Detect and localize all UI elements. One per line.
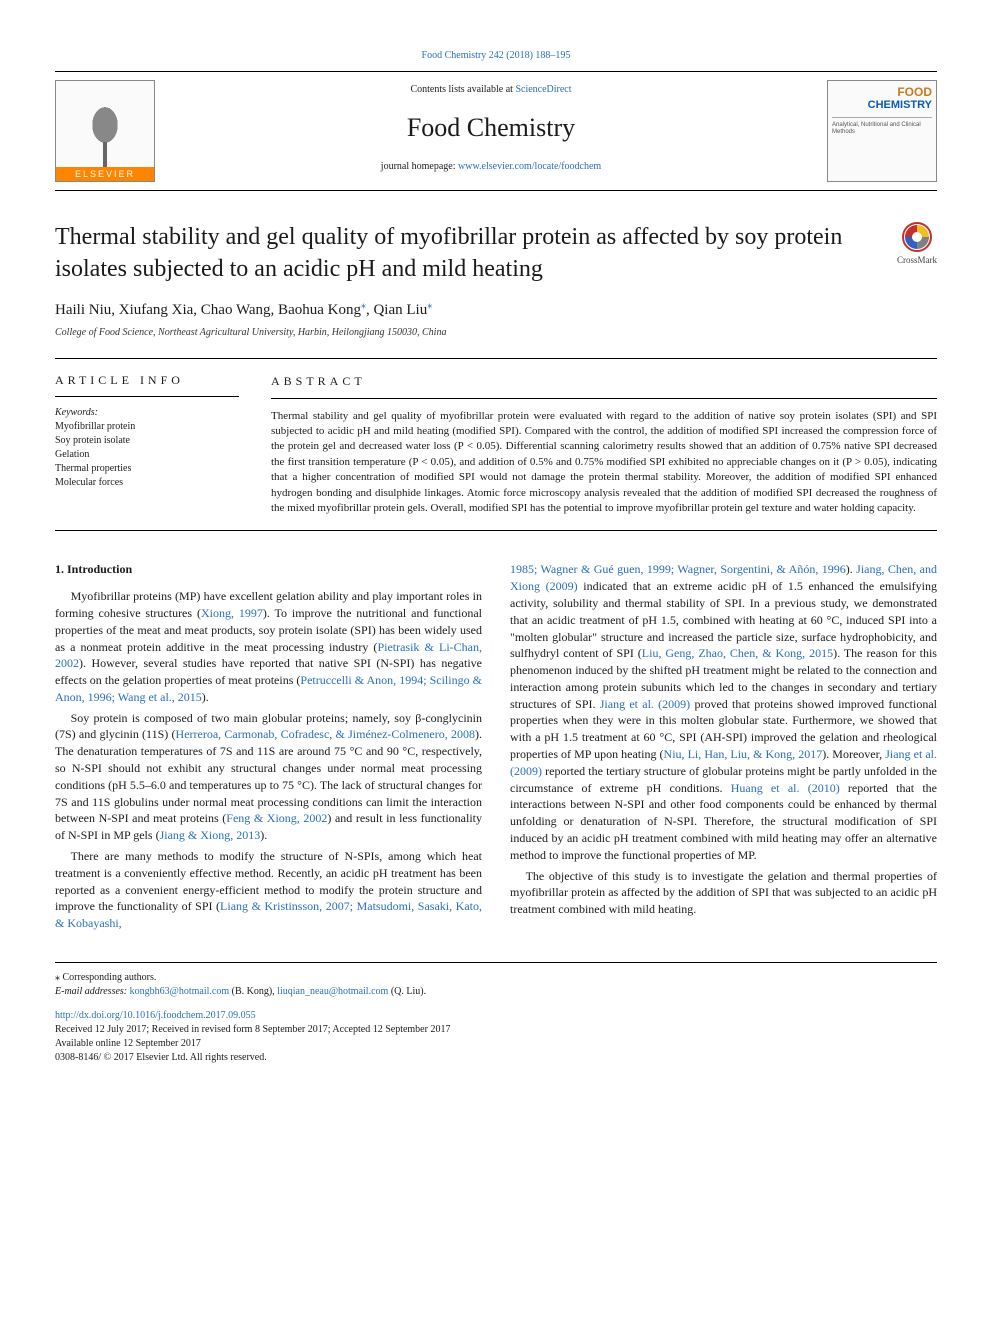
journal-homepage-link[interactable]: www.elsevier.com/locate/foodchem xyxy=(458,161,601,172)
body-text: ). xyxy=(202,690,209,704)
citation-link[interactable]: 1985; Wagner & Gué guen, 1999; Wagner, S… xyxy=(510,562,846,576)
paragraph: Myofibrillar proteins (MP) have excellen… xyxy=(55,588,482,706)
keywords-label: Keywords: xyxy=(55,407,239,418)
article-info-heading: ARTICLE INFO xyxy=(55,373,239,397)
keyword: Gelation xyxy=(55,448,239,462)
keyword: Thermal properties xyxy=(55,462,239,476)
journal-homepage-line: journal homepage: www.elsevier.com/locat… xyxy=(155,161,827,172)
citation-link[interactable]: Feng & Xiong, 2002 xyxy=(226,811,327,825)
citation-link[interactable]: Xiong, 1997 xyxy=(201,606,263,620)
citation-link[interactable]: Liu, Geng, Zhao, Chen, & Kong, 2015 xyxy=(642,646,833,660)
body-text: ). xyxy=(846,562,856,576)
contents-prefix: Contents lists available at xyxy=(410,84,515,95)
body-right-column: 1985; Wagner & Gué guen, 1999; Wagner, S… xyxy=(510,561,937,936)
cover-subtitle: Analytical, Nutritional and Clinical Met… xyxy=(832,117,932,136)
email-name-2: (Q. Liu). xyxy=(388,986,426,997)
elsevier-logo: ELSEVIER xyxy=(55,80,155,182)
keyword: Soy protein isolate xyxy=(55,434,239,448)
email-name-1: (B. Kong), xyxy=(229,986,277,997)
email-label: E-mail addresses: xyxy=(55,986,130,997)
article-info-column: ARTICLE INFO Keywords: Myofibrillar prot… xyxy=(55,359,255,531)
body-text: The objective of this study is to invest… xyxy=(510,869,937,917)
journal-cover-thumb: FOOD CHEMISTRY Analytical, Nutritional a… xyxy=(827,80,937,182)
keyword: Myofibrillar protein xyxy=(55,420,239,434)
body-left-column: 1. Introduction Myofibrillar proteins (M… xyxy=(55,561,482,936)
journal-name: Food Chemistry xyxy=(155,113,827,143)
copyright-line: 0308-8146/ © 2017 Elsevier Ltd. All righ… xyxy=(55,1051,937,1065)
paragraph: The objective of this study is to invest… xyxy=(510,868,937,918)
affiliation: College of Food Science, Northeast Agric… xyxy=(55,327,937,338)
authors-part2: , Qian Liu xyxy=(366,302,427,318)
available-line: Available online 12 September 2017 xyxy=(55,1037,937,1051)
abstract-column: ABSTRACT Thermal stability and gel quali… xyxy=(255,359,937,531)
cover-food-word: FOOD xyxy=(832,85,932,99)
citation-link[interactable]: Jiang & Xiong, 2013 xyxy=(160,828,261,842)
crossmark-icon xyxy=(901,221,933,253)
paragraph: There are many methods to modify the str… xyxy=(55,848,482,932)
crossmark-badge[interactable]: CrossMark xyxy=(897,221,937,265)
page-citation: Food Chemistry 242 (2018) 188–195 xyxy=(55,50,937,61)
doi-link[interactable]: http://dx.doi.org/10.1016/j.foodchem.201… xyxy=(55,1010,256,1021)
authors-part1: Haili Niu, Xiufang Xia, Chao Wang, Baohu… xyxy=(55,302,361,318)
elsevier-wordmark: ELSEVIER xyxy=(56,167,154,181)
abstract-heading: ABSTRACT xyxy=(271,373,937,399)
paragraph: 1985; Wagner & Gué guen, 1999; Wagner, S… xyxy=(510,561,937,863)
corresponding-note: ⁎ Corresponding authors. xyxy=(55,971,937,985)
authors-line: Haili Niu, Xiufang Xia, Chao Wang, Baohu… xyxy=(55,300,937,319)
citation-link[interactable]: Niu, Li, Han, Liu, & Kong, 2017 xyxy=(664,747,823,761)
contents-available-line: Contents lists available at ScienceDirec… xyxy=(155,84,827,95)
citation-link[interactable]: Huang et al. (2010) xyxy=(731,781,840,795)
citation-link[interactable]: Herreroa, Carmonab, Cofradesc, & Jiménez… xyxy=(176,727,475,741)
cover-chemistry-word: CHEMISTRY xyxy=(832,99,932,111)
received-line: Received 12 July 2017; Received in revis… xyxy=(55,1023,937,1037)
email-link-2[interactable]: liuqian_neau@hotmail.com xyxy=(277,986,388,997)
body-text: ). Moreover, xyxy=(822,747,885,761)
email-line: E-mail addresses: kongbh63@hotmail.com (… xyxy=(55,985,937,999)
masthead: ELSEVIER Contents lists available at Sci… xyxy=(55,71,937,191)
keyword: Molecular forces xyxy=(55,476,239,490)
sciencedirect-link[interactable]: ScienceDirect xyxy=(515,84,571,95)
homepage-prefix: journal homepage: xyxy=(381,161,458,172)
email-link-1[interactable]: kongbh63@hotmail.com xyxy=(130,986,229,997)
elsevier-tree-icon xyxy=(75,97,135,167)
footer: ⁎ Corresponding authors. E-mail addresse… xyxy=(55,962,937,1065)
citation-link[interactable]: Jiang et al. (2009) xyxy=(600,697,690,711)
crossmark-label: CrossMark xyxy=(897,255,937,265)
abstract-text: Thermal stability and gel quality of myo… xyxy=(271,409,937,517)
corr-star-2: ⁎ xyxy=(427,300,432,311)
intro-heading: 1. Introduction xyxy=(55,561,482,578)
paragraph: Soy protein is composed of two main glob… xyxy=(55,710,482,844)
body-text: ). xyxy=(260,828,267,842)
article-title: Thermal stability and gel quality of myo… xyxy=(55,221,877,286)
